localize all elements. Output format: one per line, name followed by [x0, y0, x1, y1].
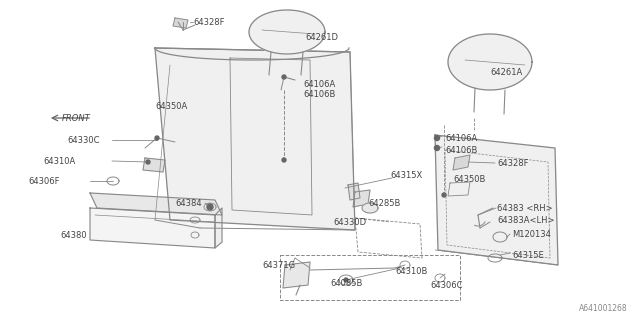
Text: 64380: 64380	[60, 230, 86, 239]
Text: FRONT: FRONT	[62, 114, 91, 123]
Circle shape	[207, 204, 213, 210]
Polygon shape	[448, 34, 532, 90]
Text: 64285B: 64285B	[368, 198, 401, 207]
Polygon shape	[435, 135, 558, 265]
Text: 64315E: 64315E	[512, 251, 544, 260]
Text: 64310A: 64310A	[43, 156, 76, 165]
Text: 64350B: 64350B	[453, 174, 485, 183]
Polygon shape	[143, 158, 165, 172]
Text: M120134: M120134	[512, 229, 551, 238]
Polygon shape	[453, 155, 470, 170]
Polygon shape	[362, 203, 378, 213]
Circle shape	[282, 158, 286, 162]
Polygon shape	[283, 262, 310, 288]
Text: 64261A: 64261A	[490, 68, 522, 76]
Polygon shape	[249, 10, 325, 54]
Circle shape	[435, 146, 440, 150]
Text: 64330C: 64330C	[67, 135, 99, 145]
Polygon shape	[155, 48, 355, 230]
Text: 64306C: 64306C	[430, 281, 463, 290]
Polygon shape	[215, 208, 222, 248]
Polygon shape	[348, 183, 360, 200]
Text: 64106A: 64106A	[445, 133, 477, 142]
Text: 64328F: 64328F	[193, 18, 225, 27]
Circle shape	[282, 75, 286, 79]
Text: 64310B: 64310B	[395, 268, 428, 276]
Polygon shape	[90, 208, 215, 248]
Circle shape	[435, 135, 440, 140]
Text: 64306F: 64306F	[28, 177, 60, 186]
Text: 64350A: 64350A	[155, 101, 188, 110]
Text: 64106B: 64106B	[445, 146, 477, 155]
Text: 64085B: 64085B	[330, 278, 362, 287]
Text: 64371G: 64371G	[262, 260, 295, 269]
Circle shape	[155, 136, 159, 140]
Text: 64383 <RH>: 64383 <RH>	[497, 204, 552, 212]
Polygon shape	[173, 18, 188, 28]
Text: 64315X: 64315X	[390, 171, 422, 180]
Text: A641001268: A641001268	[579, 304, 628, 313]
Circle shape	[344, 278, 348, 282]
Circle shape	[146, 160, 150, 164]
Text: 64106B: 64106B	[303, 90, 335, 99]
Text: 64330D: 64330D	[333, 218, 366, 227]
Text: 64106A: 64106A	[303, 79, 335, 89]
Text: 64384: 64384	[175, 198, 202, 207]
Polygon shape	[90, 193, 222, 215]
Circle shape	[442, 193, 446, 197]
Text: 64261D: 64261D	[305, 33, 338, 42]
Text: 64328F: 64328F	[497, 158, 529, 167]
Text: 64383A<LH>: 64383A<LH>	[497, 215, 554, 225]
Polygon shape	[353, 190, 370, 207]
